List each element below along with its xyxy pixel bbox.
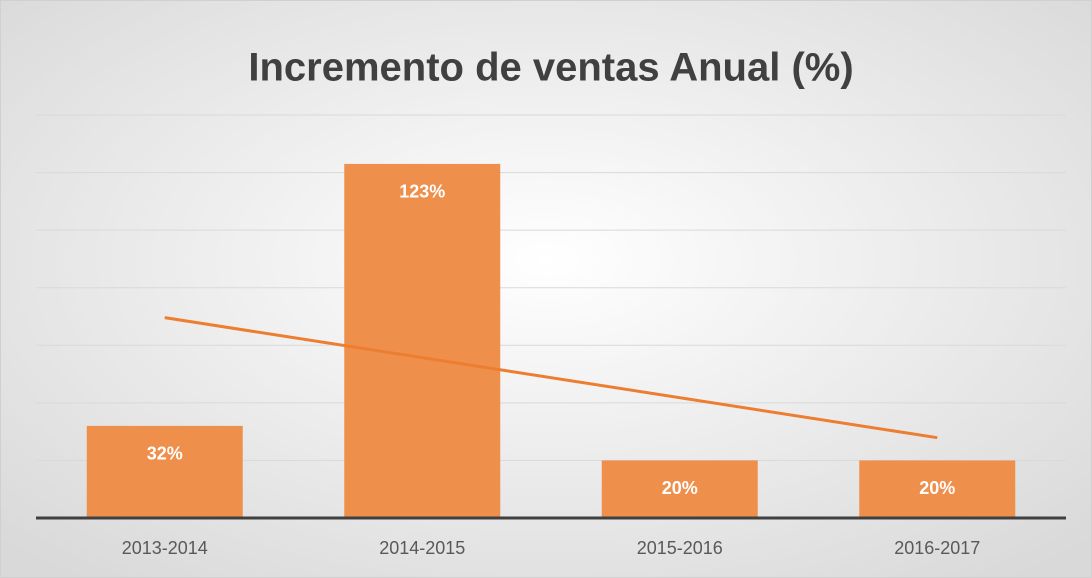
bar [86, 425, 243, 518]
data-label: 32% [147, 444, 183, 464]
data-label: 20% [662, 478, 698, 498]
x-tick-label: 2013-2014 [122, 538, 208, 558]
bar [859, 460, 1016, 518]
data-label: 123% [399, 182, 445, 202]
x-tick-label: 2014-2015 [379, 538, 465, 558]
x-tick-label: 2015-2016 [637, 538, 723, 558]
data-label: 20% [919, 478, 955, 498]
bar [344, 163, 501, 518]
bar [601, 460, 758, 518]
x-tick-label: 2016-2017 [894, 538, 980, 558]
trendline [164, 316, 938, 440]
chart-title: Incremento de ventas Anual (%) [248, 46, 853, 90]
